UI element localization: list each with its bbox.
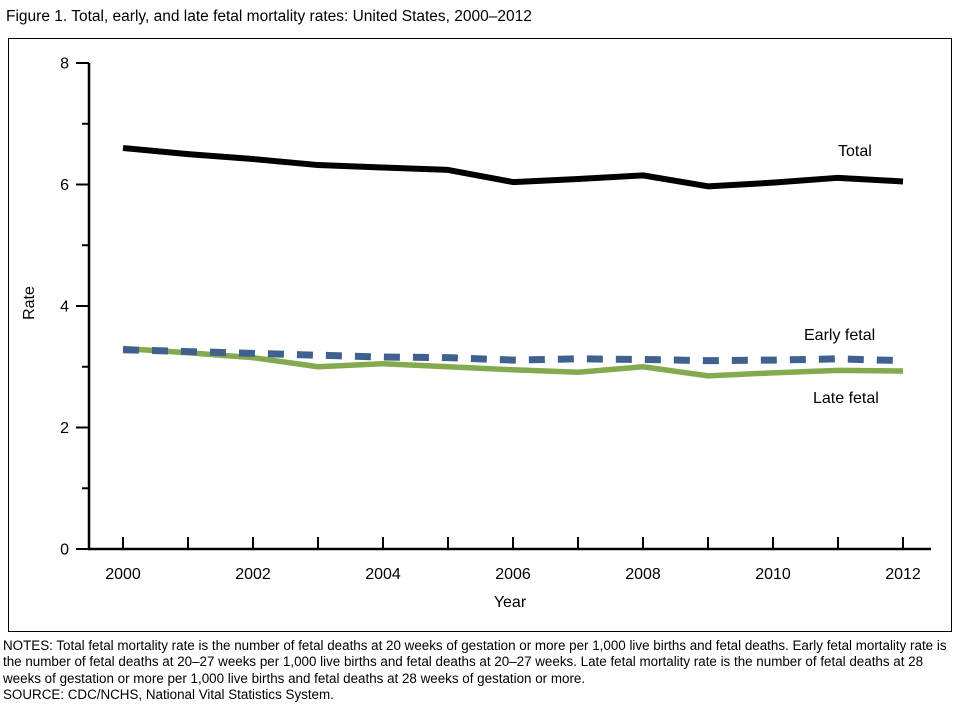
y-tick-label: 6 — [60, 177, 69, 194]
y-tick-label: 0 — [60, 542, 69, 559]
series-line-total — [122, 145, 904, 190]
y-tick-label: 2 — [60, 420, 69, 437]
series-label-early-fetal: Early fetal — [804, 327, 876, 344]
series-line-late-fetal — [122, 345, 904, 379]
notes-text: NOTES: Total fetal mortality rate is the… — [3, 638, 947, 686]
x-tick-label: 2006 — [495, 566, 531, 583]
x-tick-label: 2004 — [365, 566, 401, 583]
series-label-total: Total — [838, 143, 872, 160]
y-axis-title: Rate — [21, 286, 38, 320]
x-tick-label: 2010 — [755, 566, 791, 583]
x-tick-label: 2002 — [235, 566, 271, 583]
x-tick-label: 2000 — [105, 566, 141, 583]
series-line-early-fetal — [122, 346, 904, 365]
chart-frame: 0 2 4 6 8 2000 2002 2004 2006 2008 2010 2012 Rate Y… — [8, 38, 952, 632]
x-tick-label: 2008 — [625, 566, 661, 583]
axes-group — [87, 63, 931, 551]
series-label-late-fetal: Late fetal — [813, 390, 879, 407]
x-tick-label: 2012 — [885, 566, 921, 583]
figure-title: Figure 1. Total, early, and late fetal m… — [6, 8, 532, 25]
tick-labels-group: 0 2 4 6 8 2000 2002 2004 2006 2008 2010 2012 — [60, 56, 921, 584]
y-tick-label: 8 — [60, 56, 69, 73]
x-axis-title: Year — [493, 594, 527, 611]
figure-notes: NOTES: Total fetal mortality rate is the… — [3, 638, 957, 704]
ticks-group — [76, 62, 904, 550]
source-text: SOURCE: CDC/NCHS, National Vital Statist… — [3, 687, 334, 703]
y-tick-label: 4 — [60, 299, 69, 316]
chart-svg: 0 2 4 6 8 2000 2002 2004 2006 2008 2010 2012 — [60, 56, 931, 584]
